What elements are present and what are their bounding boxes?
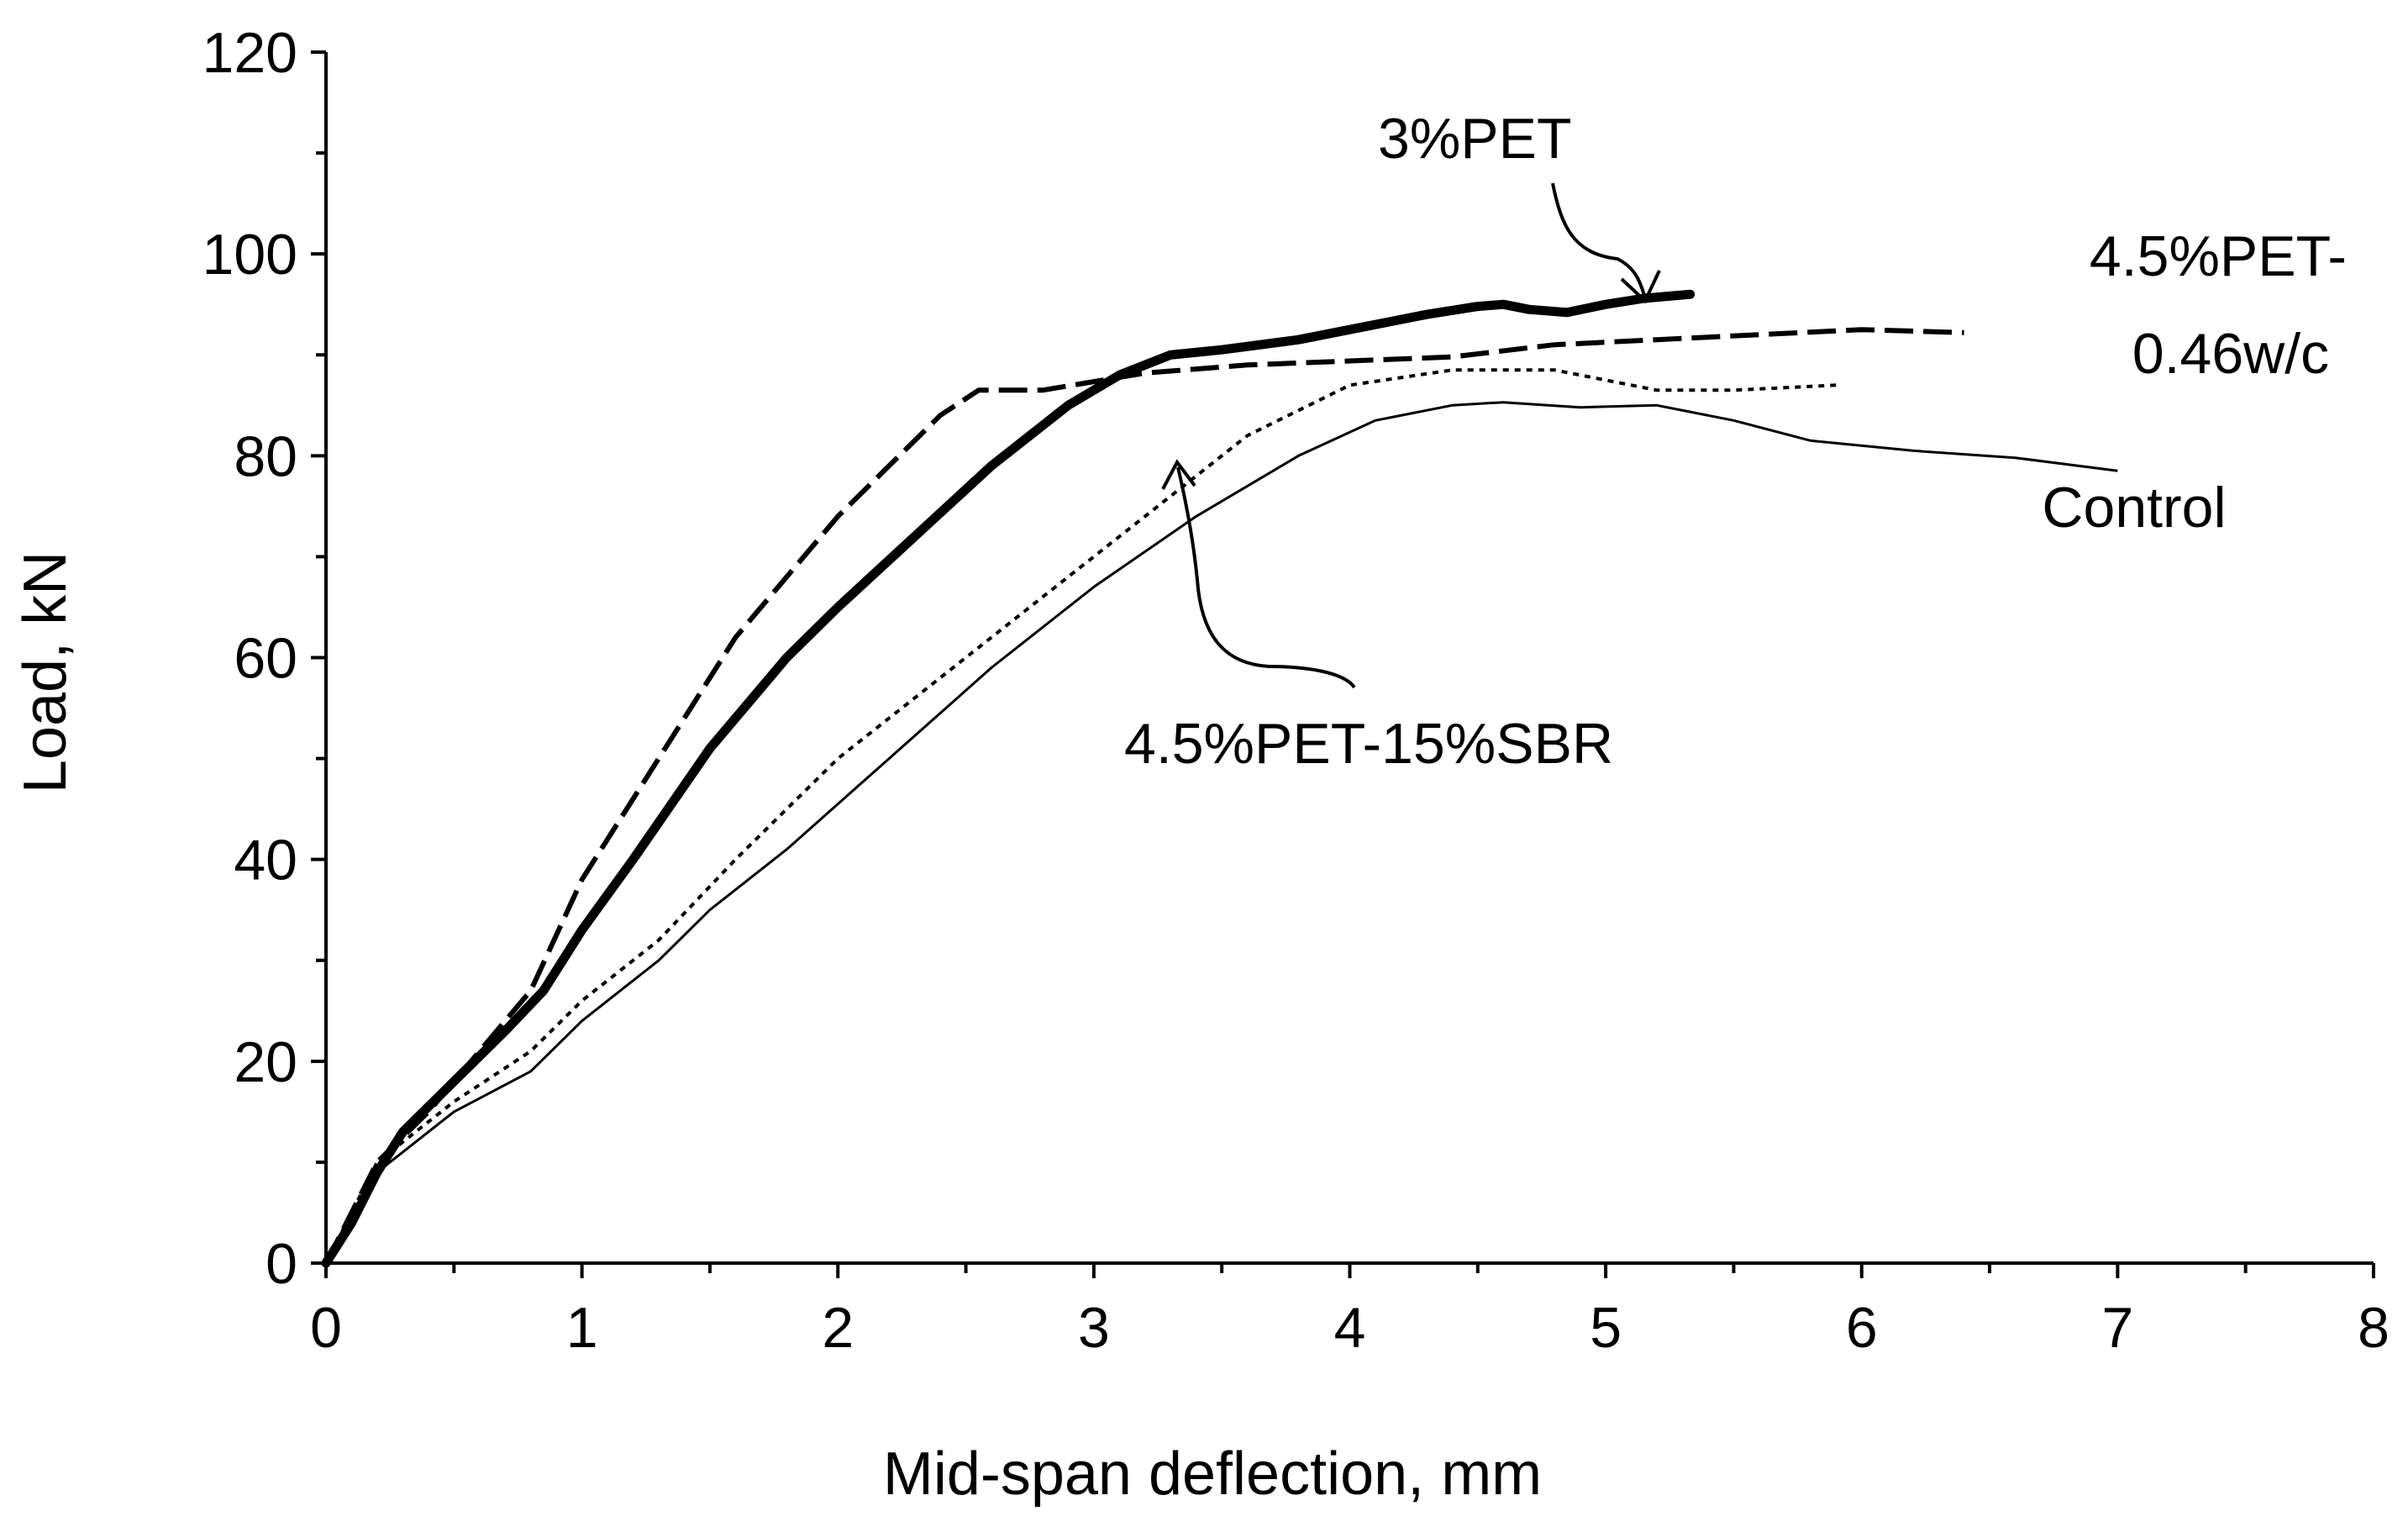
x-tick-label: 5 <box>1590 1296 1622 1360</box>
y-tick-label: 0 <box>266 1232 297 1296</box>
label-pet-046wc-line1: 4.5%PET- <box>2090 224 2347 288</box>
y-tick-label: 60 <box>234 627 297 691</box>
series-line-3-pet <box>321 289 1696 1268</box>
axis-titles: Mid-span deflection, mm Load, kN <box>12 551 1542 1508</box>
x-tick-label: 8 <box>2358 1296 2390 1360</box>
series-line-4-5-pet-0-46w-c <box>323 327 1964 1265</box>
label-control: Control <box>2042 476 2226 540</box>
series-line-control <box>324 401 2118 1264</box>
y-tick-label: 100 <box>202 223 297 287</box>
label-pet-sbr: 4.5%PET-15%SBR <box>1124 712 1613 776</box>
y-tick-label: 80 <box>234 424 297 488</box>
annotations: 3%PET 4.5%PET- 0.46w/c Control 4.5%PET-15%SB… <box>1124 107 2347 776</box>
x-tick-label: 3 <box>1078 1296 1110 1360</box>
x-tick-label: 2 <box>822 1296 854 1360</box>
y-axis-title: Load, kN <box>12 551 79 793</box>
label-pet-046wc-line2: 0.46w/c <box>2132 322 2329 386</box>
series-line-4-5-pet-15-sbr <box>324 368 1837 1264</box>
y-tick-label: 40 <box>234 829 297 893</box>
series-lines <box>321 289 2118 1268</box>
arrow-3pct-pet <box>1551 182 1647 299</box>
y-tick-label: 20 <box>234 1030 297 1094</box>
x-axis-title: Mid-span deflection, mm <box>883 1440 1542 1508</box>
y-tick-label: 120 <box>202 21 297 85</box>
x-tick-label: 4 <box>1334 1296 1366 1360</box>
label-3pct-pet: 3%PET <box>1378 107 1572 171</box>
x-tick-label: 1 <box>566 1296 598 1360</box>
arrowhead-3pct-pet <box>1620 270 1661 304</box>
arrow-pet-sbr <box>1176 466 1356 689</box>
x-tick-label: 6 <box>1846 1296 1878 1360</box>
arrowhead-pet-sbr <box>1161 459 1196 490</box>
x-tick-label: 0 <box>310 1296 342 1360</box>
x-tick-label: 7 <box>2101 1296 2133 1360</box>
